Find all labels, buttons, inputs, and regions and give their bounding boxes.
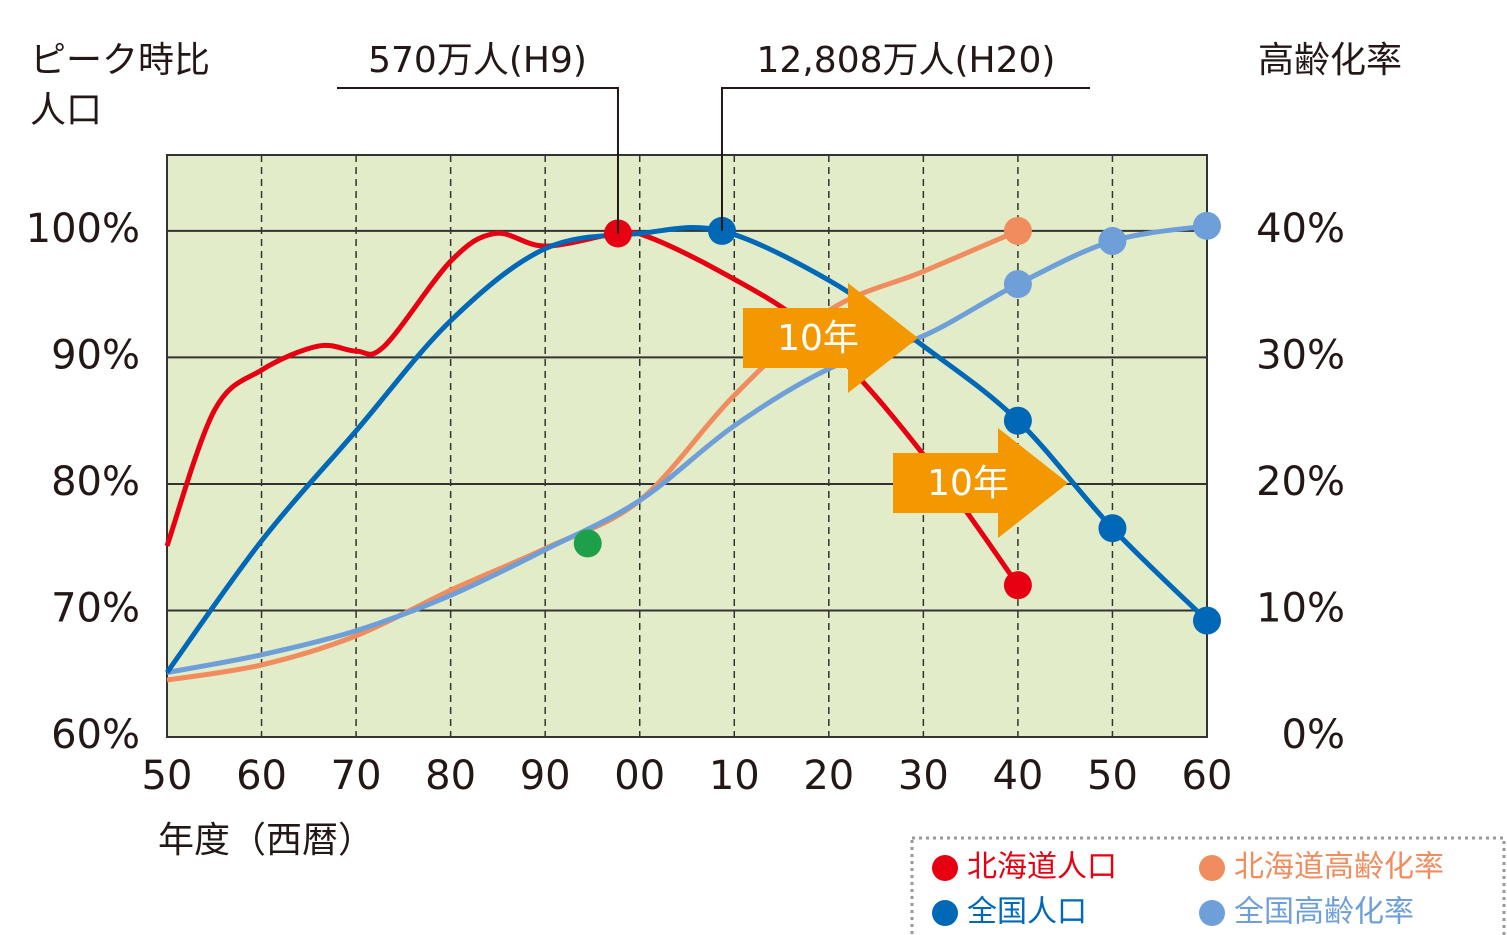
y2-tick-label: 0% [1282,712,1345,758]
y2-label: 高齢化率 [1258,40,1402,81]
x-tick-label: 10 [709,753,760,799]
x-tick-label: 00 [614,753,665,799]
arrow [893,428,1068,538]
x-tick-label: 50 [142,753,193,799]
x-tick-label: 40 [992,753,1043,799]
arrow-label: 10年 [777,318,859,359]
arrow-label: 10年 [927,463,1009,504]
x-label: 年度（西暦） [158,820,374,861]
y-tick-label: 60% [51,712,140,758]
x-tick-label: 20 [803,753,854,799]
legend-box [910,836,1506,935]
marker [1003,270,1032,299]
y-tick-label: 100% [26,206,140,252]
y2-tick-label: 10% [1256,585,1345,631]
legend-marker [1199,900,1225,926]
marker [1098,227,1127,256]
x-tick-label: 80 [425,753,476,799]
callout-label: 570万人(H9) [368,40,587,81]
highlight-marker [573,529,602,558]
marker [1003,216,1032,245]
x-tick-label: 30 [898,753,949,799]
callout-leader [337,87,619,234]
marker [1098,514,1127,543]
legend-marker [932,855,958,881]
marker [1003,571,1032,600]
line [164,229,1020,587]
line [164,224,1209,674]
y-label: 人口 [30,90,102,131]
y2-tick-label: 40% [1256,206,1345,252]
legend-marker [1199,855,1225,881]
marker [1193,606,1221,635]
y2-tick-label: 20% [1256,459,1345,505]
x-tick-label: 50 [1087,753,1138,799]
y2-tick-label: 30% [1256,332,1345,378]
x-tick-label: 60 [236,753,287,799]
x-tick-label: 90 [520,753,571,799]
marker [1003,406,1032,435]
y-tick-label: 80% [51,459,140,505]
x-tick-label: 60 [1182,753,1233,799]
callout-leader [720,87,1090,231]
legend-label: 全国人口 [967,895,1087,930]
y-tick-label: 90% [51,332,140,378]
arrow [743,283,918,393]
legend-label: 全国高齢化率 [1234,895,1414,930]
y-label: ピーク時比 [30,40,210,81]
legend-label: 北海道高齢化率 [1234,850,1444,885]
legend-marker [932,900,958,926]
callout-label: 12,808万人(H20) [757,40,1056,81]
y-tick-label: 70% [51,585,140,631]
legend-label: 北海道人口 [967,850,1117,885]
marker [1193,211,1221,240]
x-tick-label: 70 [331,753,382,799]
